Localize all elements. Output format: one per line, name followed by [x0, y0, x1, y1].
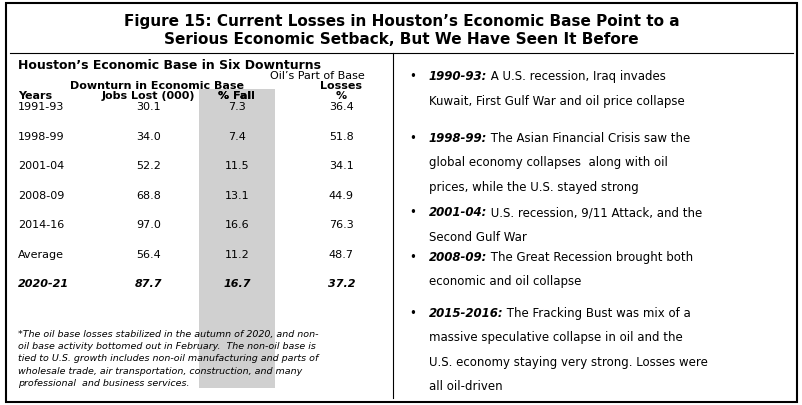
- Text: global economy collapses  along with oil: global economy collapses along with oil: [428, 156, 666, 169]
- Text: 68.8: 68.8: [136, 191, 160, 201]
- Text: 7.3: 7.3: [228, 102, 245, 112]
- Text: 1998-99:: 1998-99:: [428, 132, 487, 145]
- Text: •: •: [409, 70, 415, 83]
- Text: Jobs Lost (000): Jobs Lost (000): [102, 91, 195, 101]
- Text: 51.8: 51.8: [329, 132, 353, 142]
- Text: 16.6: 16.6: [225, 220, 249, 230]
- Text: prices, while the U.S. stayed strong: prices, while the U.S. stayed strong: [428, 181, 638, 194]
- Text: 2001-04: 2001-04: [18, 161, 64, 171]
- Text: Second Gulf War: Second Gulf War: [428, 231, 526, 244]
- Text: 2001-04:: 2001-04:: [428, 207, 487, 220]
- Text: 30.1: 30.1: [136, 102, 160, 112]
- Text: 16.7: 16.7: [223, 279, 250, 290]
- Text: 48.7: 48.7: [328, 250, 354, 260]
- Text: 1990-93:: 1990-93:: [428, 70, 487, 83]
- Text: all oil-driven: all oil-driven: [428, 380, 501, 393]
- Text: *The oil base losses stabilized in the autumn of 2020, and non-
oil base activit: *The oil base losses stabilized in the a…: [18, 330, 318, 388]
- Text: •: •: [409, 132, 415, 145]
- Text: The Asian Financial Crisis saw the: The Asian Financial Crisis saw the: [487, 132, 690, 145]
- Text: 56.4: 56.4: [136, 250, 160, 260]
- Text: 34.0: 34.0: [136, 132, 160, 142]
- Text: % Fall: % Fall: [218, 91, 255, 101]
- Text: •: •: [409, 251, 415, 264]
- Text: 2020-21: 2020-21: [18, 279, 69, 290]
- Text: 76.3: 76.3: [329, 220, 353, 230]
- Text: Kuwait, First Gulf War and oil price collapse: Kuwait, First Gulf War and oil price col…: [428, 95, 683, 108]
- Text: Houston’s Economic Base in Six Downturns: Houston’s Economic Base in Six Downturns: [18, 59, 320, 72]
- Text: 87.7: 87.7: [135, 279, 162, 290]
- Text: 36.4: 36.4: [329, 102, 353, 112]
- Text: The Fracking Bust was mix of a: The Fracking Bust was mix of a: [503, 307, 691, 320]
- Text: 11.5: 11.5: [225, 161, 249, 171]
- Text: 13.1: 13.1: [225, 191, 249, 201]
- Text: 2008-09: 2008-09: [18, 191, 64, 201]
- Text: massive speculative collapse in oil and the: massive speculative collapse in oil and …: [428, 331, 682, 344]
- Text: 34.1: 34.1: [329, 161, 353, 171]
- Text: 1998-99: 1998-99: [18, 132, 64, 142]
- Text: % Fall: % Fall: [218, 91, 255, 101]
- Text: 11.2: 11.2: [225, 250, 249, 260]
- Text: Figure 15: Current Losses in Houston’s Economic Base Point to a: Figure 15: Current Losses in Houston’s E…: [124, 14, 678, 29]
- Text: %: %: [335, 91, 346, 101]
- Text: 2008-09:: 2008-09:: [428, 251, 487, 264]
- Text: 37.2: 37.2: [327, 279, 354, 290]
- Text: 44.9: 44.9: [328, 191, 354, 201]
- Text: 1991-93: 1991-93: [18, 102, 64, 112]
- Text: U.S. economy staying very strong. Losses were: U.S. economy staying very strong. Losses…: [428, 356, 707, 369]
- Text: Losses: Losses: [320, 81, 362, 91]
- Text: A U.S. recession, Iraq invades: A U.S. recession, Iraq invades: [487, 70, 665, 83]
- Text: 7.4: 7.4: [228, 132, 245, 142]
- Text: 52.2: 52.2: [136, 161, 160, 171]
- Text: •: •: [409, 307, 415, 320]
- Text: 2015-2016:: 2015-2016:: [428, 307, 503, 320]
- Text: The Great Recession brought both: The Great Recession brought both: [487, 251, 692, 264]
- Text: Serious Economic Setback, But We Have Seen It Before: Serious Economic Setback, But We Have Se…: [164, 32, 638, 47]
- Text: •: •: [409, 207, 415, 220]
- Text: Oil’s Part of Base: Oil’s Part of Base: [269, 71, 364, 81]
- Text: Downturn in Economic Base: Downturn in Economic Base: [70, 81, 243, 91]
- Text: 97.0: 97.0: [136, 220, 160, 230]
- Text: Years: Years: [18, 91, 51, 101]
- Text: Average: Average: [18, 250, 63, 260]
- Text: 2014-16: 2014-16: [18, 220, 64, 230]
- Text: economic and oil collapse: economic and oil collapse: [428, 275, 581, 288]
- Text: U.S. recession, 9/11 Attack, and the: U.S. recession, 9/11 Attack, and the: [487, 207, 702, 220]
